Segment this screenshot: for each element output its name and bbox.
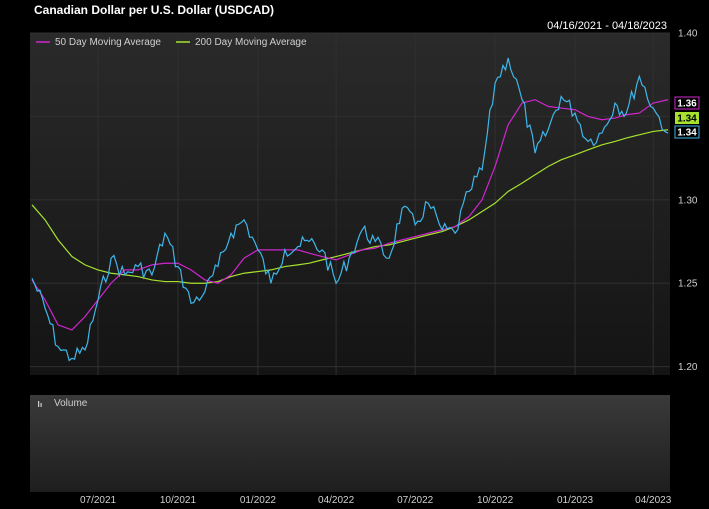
y-tick-label: 1.30 bbox=[678, 195, 698, 206]
ma50-line bbox=[31, 99, 669, 331]
x-tick-label: 10/2021 bbox=[160, 495, 197, 506]
date-range: 04/16/2021 - 04/18/2023 bbox=[547, 20, 667, 32]
ma200-line bbox=[31, 129, 669, 284]
ma200-badge bbox=[675, 112, 699, 124]
y-tick-label: 1.40 bbox=[678, 29, 698, 40]
x-tick-label: 01/2023 bbox=[557, 495, 594, 506]
x-tick-label: 10/2022 bbox=[477, 495, 514, 506]
legend: 50 Day Moving Average 200 Day Moving Ave… bbox=[36, 37, 307, 48]
x-tick-label: 07/2021 bbox=[80, 495, 117, 506]
price-line bbox=[31, 57, 669, 362]
price-badge-value: 1.34 bbox=[677, 128, 697, 139]
x-tick-label: 07/2022 bbox=[397, 495, 434, 506]
price-panel bbox=[30, 33, 670, 375]
volume-bar-chart-icon bbox=[38, 401, 42, 407]
price-badge bbox=[674, 125, 700, 139]
y-tick-label: 1.25 bbox=[678, 279, 698, 290]
ma50-badge-value: 1.36 bbox=[677, 99, 697, 110]
ma200-badge-value: 1.34 bbox=[677, 114, 697, 125]
legend-ma200-label: 200 Day Moving Average bbox=[195, 37, 307, 48]
legend-ma50-label: 50 Day Moving Average bbox=[55, 37, 161, 48]
last-value-badges: 1.36 1.34 1.34 bbox=[674, 96, 700, 139]
volume-panel bbox=[30, 395, 670, 492]
volume-label: Volume bbox=[54, 398, 88, 409]
ma50-badge bbox=[674, 96, 700, 110]
x-tick-label: 04/2022 bbox=[318, 495, 355, 506]
chart-title: Canadian Dollar per U.S. Dollar (USDCAD) bbox=[34, 3, 274, 17]
x-tick-label: 01/2022 bbox=[240, 495, 277, 506]
y-tick-label: 1.20 bbox=[678, 362, 698, 373]
x-axis: 07/2021 10/2021 01/2022 04/2022 07/2022 10/20… bbox=[80, 495, 672, 506]
x-tick-label: 04/2023 bbox=[635, 495, 672, 506]
